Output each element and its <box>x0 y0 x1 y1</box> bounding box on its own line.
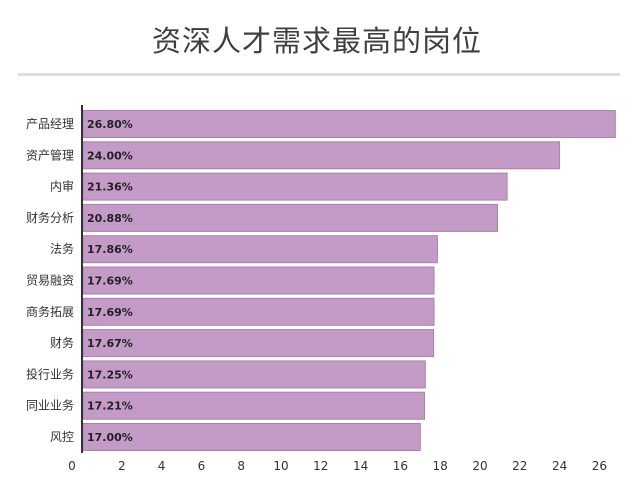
bar-value-label: 17.69% <box>87 306 133 319</box>
chart-title: 资深人才需求最高的岗位 <box>151 24 482 58</box>
category-label: 风控 <box>50 430 74 444</box>
bar-value-label: 17.25% <box>87 368 133 381</box>
bar-value-label: 24.00% <box>87 149 133 162</box>
x-tick-label: 16 <box>393 459 408 473</box>
category-label: 商务拓展 <box>26 304 74 319</box>
x-tick-label: 14 <box>353 459 368 473</box>
x-tick-label: 4 <box>158 459 166 473</box>
x-tick-label: 0 <box>68 459 76 473</box>
bar <box>82 360 426 389</box>
x-tick-label: 24 <box>552 459 567 473</box>
bar <box>82 297 435 326</box>
title-divider <box>18 73 620 76</box>
x-tick-label: 18 <box>433 459 448 473</box>
bar-value-label: 17.86% <box>87 243 133 256</box>
bar <box>82 141 561 170</box>
category-label: 资产管理 <box>26 147 74 162</box>
x-tick-label: 20 <box>472 459 487 473</box>
bar-value-label: 17.00% <box>87 431 133 444</box>
x-tick-label: 2 <box>118 459 126 473</box>
bar-value-label: 17.67% <box>87 337 133 350</box>
x-tick-label: 26 <box>592 459 607 473</box>
x-tick-label: 12 <box>313 459 328 473</box>
bar-value-label: 21.36% <box>87 181 133 194</box>
bar-value-label: 20.88% <box>87 212 133 225</box>
bar <box>82 329 435 358</box>
bar <box>82 172 508 201</box>
category-label: 法务 <box>50 241 74 256</box>
x-tick-label: 22 <box>512 459 527 473</box>
bar-value-label: 26.80% <box>87 118 133 131</box>
bar <box>82 423 421 451</box>
category-label: 贸易融资 <box>26 274 74 288</box>
category-label: 产品经理 <box>26 117 74 131</box>
x-tick-label: 10 <box>273 459 288 473</box>
bar <box>82 266 435 295</box>
category-label: 同业业务 <box>26 398 74 413</box>
bar <box>82 235 438 264</box>
bar-value-label: 17.21% <box>87 400 133 413</box>
category-label: 内审 <box>50 179 74 194</box>
bar-value-label: 17.69% <box>87 275 133 288</box>
bar <box>82 110 616 138</box>
category-label: 财务 <box>50 335 74 350</box>
bar <box>82 203 498 232</box>
bar <box>82 391 425 420</box>
category-label: 投行业务 <box>26 366 74 381</box>
x-tick-label: 6 <box>198 459 206 473</box>
category-label: 财务分析 <box>26 210 74 225</box>
x-tick-label: 8 <box>237 459 245 473</box>
